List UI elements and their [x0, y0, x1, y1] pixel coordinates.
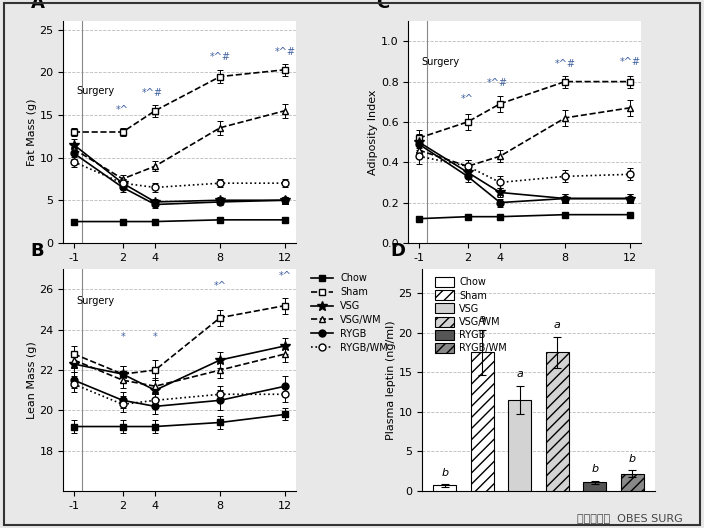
- Text: C: C: [376, 0, 389, 12]
- Text: b: b: [629, 454, 636, 464]
- Text: B: B: [31, 242, 44, 260]
- Text: *: *: [120, 332, 125, 342]
- Bar: [546, 353, 569, 491]
- Text: *^#: *^#: [555, 60, 576, 70]
- Y-axis label: Lean Mass (g): Lean Mass (g): [27, 341, 37, 419]
- Text: Surgery: Surgery: [76, 86, 115, 96]
- Text: a: a: [479, 314, 486, 324]
- Text: b: b: [441, 468, 448, 478]
- Text: *^#: *^#: [210, 52, 231, 61]
- Text: a: a: [554, 320, 560, 331]
- Text: Surgery: Surgery: [421, 58, 460, 68]
- Text: *^#: *^#: [486, 78, 508, 88]
- Text: *^: *^: [461, 94, 474, 104]
- Y-axis label: Plasma leptin (ng/ml): Plasma leptin (ng/ml): [386, 320, 396, 440]
- Text: *^: *^: [116, 105, 129, 115]
- Text: A: A: [31, 0, 45, 12]
- Legend: Chow, Sham, VSG, VSG/WM, RYGB, RYGB/WM: Chow, Sham, VSG, VSG/WM, RYGB, RYGB/WM: [307, 269, 392, 356]
- Text: *^: *^: [214, 281, 227, 291]
- Text: *^#: *^#: [142, 88, 163, 98]
- Y-axis label: Fat Mass (g): Fat Mass (g): [27, 98, 37, 166]
- Legend: Chow, Sham, VSG, VSG/WM, RYGB, RYGB/WM: Chow, Sham, VSG, VSG/WM, RYGB, RYGB/WM: [432, 274, 510, 356]
- Text: *^#: *^#: [275, 47, 296, 57]
- Text: 图片来源：  OBES SURG: 图片来源： OBES SURG: [577, 513, 683, 523]
- Text: D: D: [390, 242, 405, 260]
- Bar: [433, 486, 456, 491]
- Text: Surgery: Surgery: [76, 296, 115, 306]
- Text: *: *: [153, 332, 158, 342]
- Text: *^#: *^#: [620, 58, 641, 68]
- Text: a: a: [517, 370, 523, 379]
- Text: *^: *^: [279, 271, 291, 281]
- Text: b: b: [591, 465, 598, 474]
- Bar: [471, 353, 494, 491]
- Bar: [621, 474, 644, 491]
- Bar: [508, 400, 532, 491]
- Y-axis label: Adiposity Index: Adiposity Index: [368, 89, 378, 175]
- Bar: [583, 483, 606, 491]
